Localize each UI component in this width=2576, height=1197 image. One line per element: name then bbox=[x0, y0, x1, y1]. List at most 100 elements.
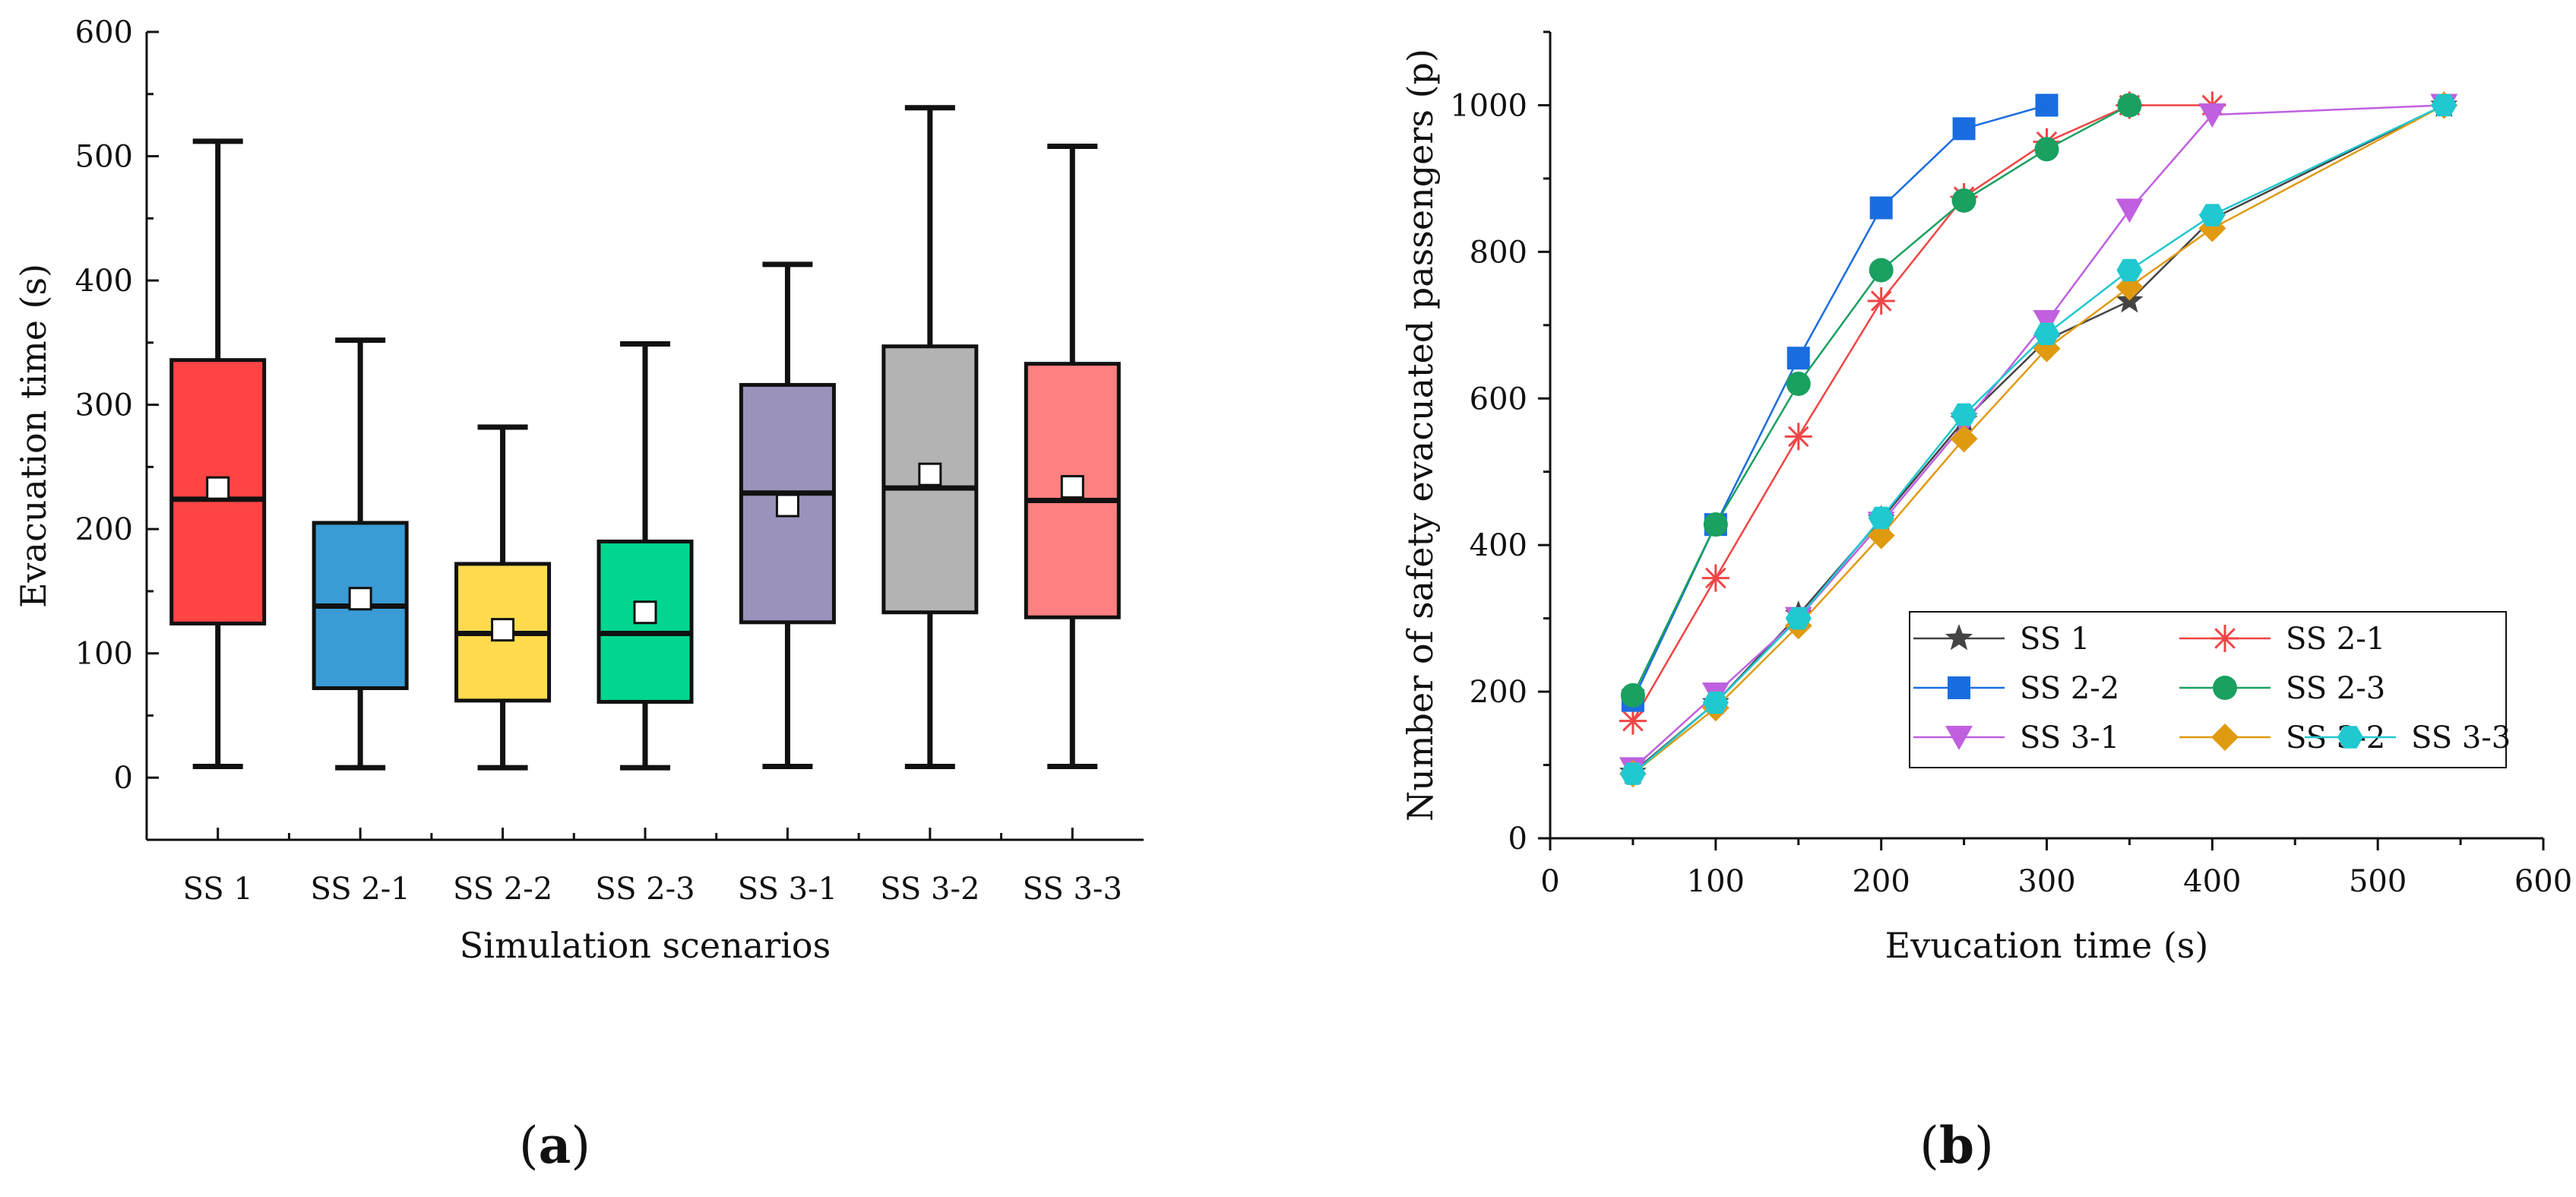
y-tick-label: 0 bbox=[114, 761, 133, 796]
legend-marker bbox=[2211, 724, 2239, 751]
legend-item: SS 2-3 bbox=[2179, 671, 2385, 706]
data-point bbox=[1701, 564, 1729, 592]
data-point bbox=[1784, 423, 1812, 451]
data-point bbox=[1868, 506, 1894, 530]
x-tick-label: SS 2-2 bbox=[453, 872, 552, 907]
mean-marker bbox=[775, 493, 799, 518]
x-tick-label: SS 3-3 bbox=[1023, 872, 1122, 907]
mean-marker bbox=[1060, 475, 1084, 499]
data-point bbox=[1869, 258, 1894, 283]
data-point bbox=[1869, 196, 1893, 220]
y-tick-label: 200 bbox=[75, 512, 133, 547]
mean-marker bbox=[491, 618, 515, 642]
legend-marker bbox=[2213, 676, 2237, 700]
data-point bbox=[1703, 512, 1728, 537]
data-point bbox=[1786, 371, 1811, 396]
legend-marker bbox=[2337, 726, 2363, 749]
legend-marker bbox=[1945, 624, 1973, 651]
data-point bbox=[2116, 258, 2143, 282]
legend-item: SS 2-1 bbox=[2179, 622, 2385, 657]
series-ss-3-3 bbox=[1619, 93, 2457, 785]
data-point bbox=[2035, 93, 2059, 117]
x-axis-title: Simulation scenarios bbox=[460, 925, 831, 966]
x-tick-label: SS 3-1 bbox=[738, 872, 837, 907]
legend-item: SS 2-2 bbox=[1913, 671, 2119, 706]
data-point bbox=[1951, 188, 1976, 213]
y-tick-label: 400 bbox=[75, 264, 133, 299]
legend-item: SS 3-3 bbox=[2305, 720, 2511, 755]
data-point bbox=[2117, 93, 2142, 118]
x-tick-label: SS 1 bbox=[183, 872, 253, 907]
data-point bbox=[1702, 691, 1729, 714]
line-chart-panel: 0 100 200 300 400 500 600 0 200 400 600 800 1000 SS 1… bbox=[1400, 30, 2572, 966]
mean-marker bbox=[918, 462, 942, 486]
y-tick-label: 800 bbox=[1470, 235, 1527, 270]
data-point bbox=[1620, 682, 1645, 708]
asterisk-stroke bbox=[1787, 426, 1809, 448]
data-point bbox=[2199, 204, 2226, 226]
data-point bbox=[2033, 322, 2060, 346]
legend-marker bbox=[1945, 726, 1973, 750]
data-point bbox=[2034, 137, 2059, 162]
series-line bbox=[1631, 104, 2131, 696]
data-point bbox=[2033, 309, 2061, 334]
legend-marker bbox=[1948, 676, 1970, 699]
data-point bbox=[1867, 521, 1895, 549]
x-tick-label: SS 2-3 bbox=[595, 872, 695, 907]
box-plot-panel: 0 100 200 300 400 500 600 SS 1 SS 2-1 SS 2-2 SS 2-… bbox=[13, 15, 1144, 966]
x-tick-label: 100 bbox=[1687, 864, 1745, 899]
series-line bbox=[1631, 104, 2213, 722]
data-point bbox=[1619, 707, 1647, 735]
legend-label: SS 3-1 bbox=[2020, 720, 2119, 755]
data-point bbox=[2116, 198, 2144, 223]
data-point bbox=[1952, 117, 1976, 141]
legend-label: SS 2-2 bbox=[2020, 671, 2119, 706]
y-tick-label: 600 bbox=[1470, 382, 1527, 416]
legend: SS 1 SS 2-1SS 2-2 SS 2-3SS 3-1 SS 3-2 SS 3-3 bbox=[1909, 611, 2511, 768]
asterisk-stroke bbox=[1870, 290, 1892, 312]
data-point bbox=[1786, 347, 1810, 370]
y-axis-title: Number of safety evacuated passengers (p… bbox=[1400, 49, 1441, 822]
x-tick-label: 500 bbox=[2349, 864, 2407, 899]
series-ss-2-3 bbox=[1620, 93, 2142, 708]
legend-item: SS 3-1 bbox=[1913, 720, 2119, 755]
x-tick-label: SS 2-1 bbox=[311, 872, 410, 907]
mean-marker bbox=[633, 600, 657, 625]
data-point bbox=[1785, 606, 1812, 630]
box-iqr bbox=[1024, 362, 1121, 619]
x-tick-label: SS 3-2 bbox=[880, 872, 979, 907]
y-tick-label: 100 bbox=[75, 637, 133, 672]
panel-label-a: (a) bbox=[519, 1116, 590, 1175]
legend-label: SS 1 bbox=[2020, 622, 2090, 657]
x-tick-label: 300 bbox=[2017, 864, 2075, 899]
legend-label: SS 3-3 bbox=[2411, 720, 2511, 755]
y-tick-label: 600 bbox=[75, 15, 133, 50]
legend-item: SS 1 bbox=[1913, 622, 2090, 657]
asterisk-stroke bbox=[2214, 628, 2236, 649]
y-tick-label: 200 bbox=[1470, 675, 1527, 710]
x-tick-label: 0 bbox=[1540, 864, 1559, 899]
data-point bbox=[1619, 762, 1646, 785]
data-point bbox=[1951, 403, 1977, 426]
legend-label: SS 2-1 bbox=[2286, 622, 2385, 657]
x-axis-title: Evucation time (s) bbox=[1885, 925, 2209, 966]
asterisk-stroke bbox=[1622, 710, 1644, 732]
panel-label-b: (b) bbox=[1919, 1116, 1994, 1175]
y-tick-label: 400 bbox=[1470, 528, 1527, 563]
data-point bbox=[1867, 287, 1895, 315]
y-tick-label: 1000 bbox=[1450, 88, 1527, 123]
y-axis-title: Evacuation time (s) bbox=[13, 264, 54, 608]
data-point bbox=[2431, 93, 2457, 117]
mean-marker bbox=[348, 587, 372, 611]
mean-marker bbox=[206, 476, 230, 500]
y-tick-label: 0 bbox=[1508, 822, 1527, 857]
x-tick-label: 200 bbox=[1852, 864, 1910, 899]
legend-label: SS 2-3 bbox=[2286, 671, 2385, 706]
legend-marker bbox=[2211, 625, 2239, 652]
x-tick-label: 400 bbox=[2183, 864, 2241, 899]
data-point bbox=[2198, 103, 2226, 128]
asterisk-stroke bbox=[1705, 567, 1726, 589]
box-iqr bbox=[169, 358, 267, 625]
